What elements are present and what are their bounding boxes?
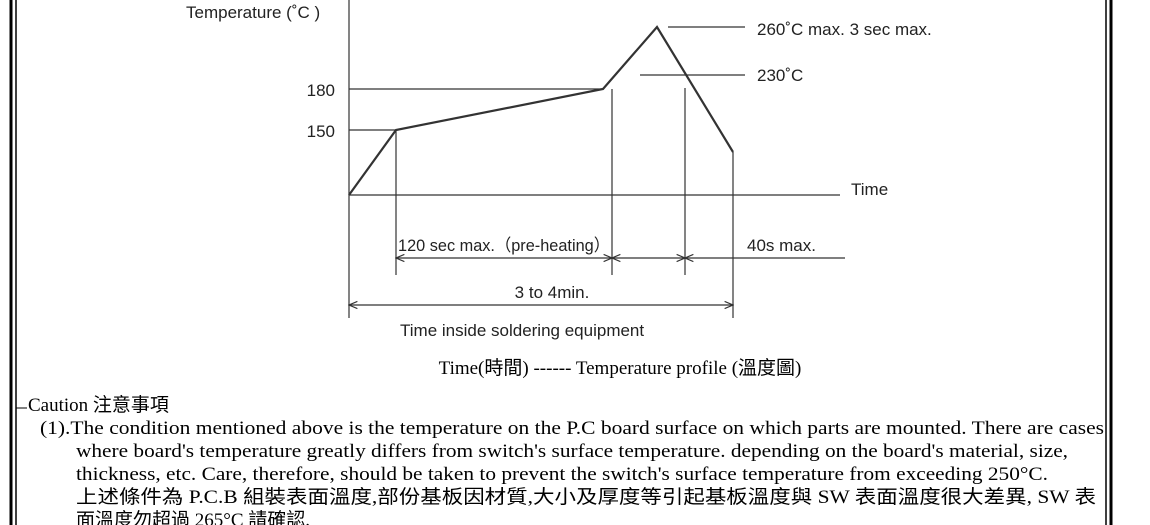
peak-label: 260˚C max. 3 sec max. [757,20,932,39]
total-label: 3 to 4min. [515,283,590,302]
caution-line: (1).The condition mentioned above is the… [40,418,1104,439]
diagram [349,0,845,318]
y-axis-label: Temperature (˚C ) [186,3,320,22]
inside-label: Time inside soldering equipment [400,321,644,340]
caution-line: 上述條件為 P.C.B 組裝表面溫度,部份基板因材質,大小及厚度等引起基板溫度與… [76,486,1096,508]
caution-line: thickness, etc. Care, therefore, should … [76,464,1048,485]
preheat-label: 120 sec max.（pre-heating） [398,236,610,255]
caption: Time(時間) ------ Temperature profile (溫度圖… [439,357,802,379]
level-label: 230˚C [757,66,803,85]
x-axis-label: Time [851,180,888,199]
caution-line: where board's temperature greatly differ… [76,441,1068,462]
border [9,0,1113,525]
y-label: 150 [307,122,335,141]
cool-label: 40s max. [747,236,816,255]
caution-line: 面溫度勿超過 265°C 請確認. [76,509,310,525]
y-label: 180 [307,81,335,100]
caution-title: Caution 注意事項 [28,394,169,416]
